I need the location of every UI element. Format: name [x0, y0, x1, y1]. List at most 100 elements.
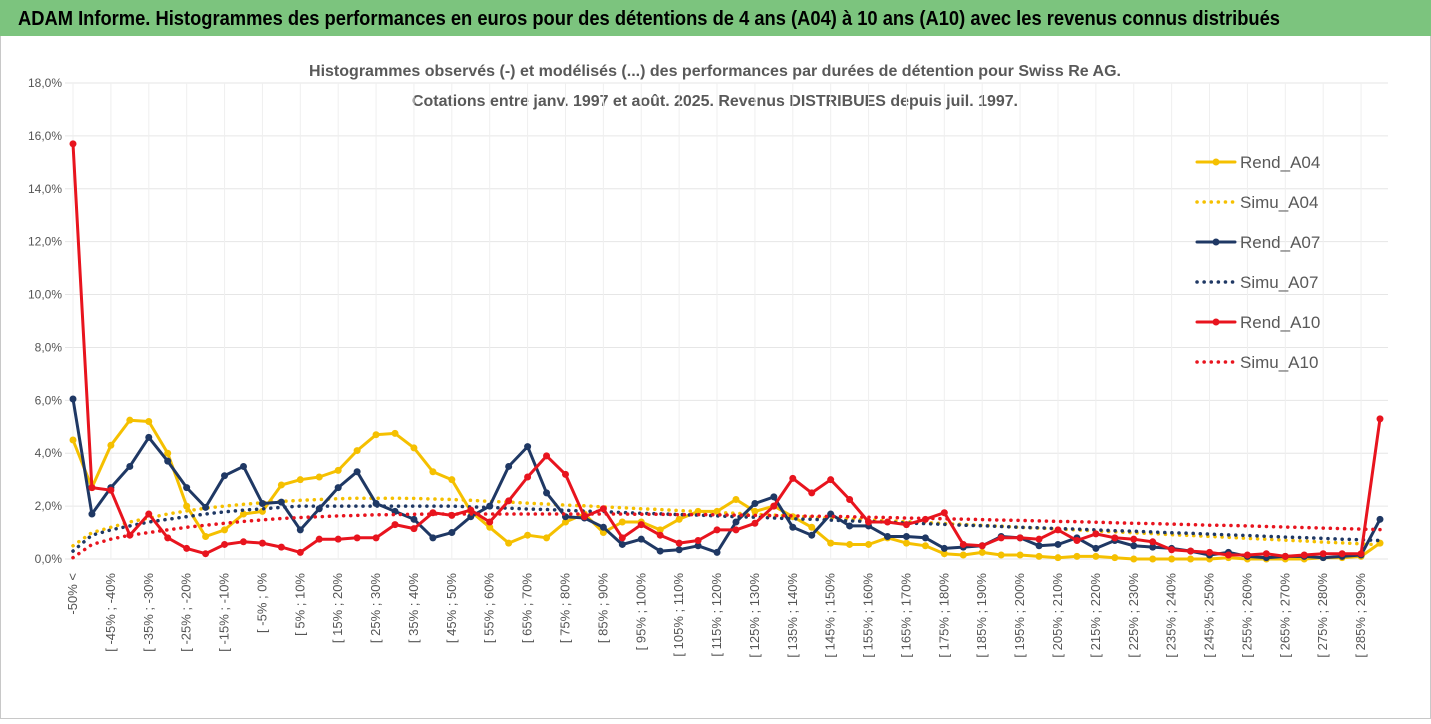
x-tick-label: [ 255% ; 260%: [1239, 573, 1254, 658]
data-point: [543, 489, 551, 497]
data-point: [277, 543, 285, 551]
x-tick-label: [ 205% ; 210%: [1050, 573, 1065, 658]
data-point: [524, 443, 532, 451]
data-point: [751, 519, 759, 527]
data-point: [164, 457, 172, 465]
data-point: [258, 499, 266, 507]
data-point: [1035, 535, 1043, 543]
x-tick-label: [ 175% ; 180%: [936, 573, 951, 658]
data-point: [865, 518, 873, 526]
data-point: [1281, 552, 1289, 560]
x-tick-label: [ 95% ; 100%: [633, 573, 648, 651]
data-point: [675, 539, 683, 547]
data-point: [1092, 544, 1100, 552]
data-point: [732, 526, 740, 534]
x-tick-label: [ 145% ; 150%: [823, 573, 838, 658]
data-point: [88, 484, 96, 492]
data-point: [221, 540, 229, 548]
x-tick-label: [ 185% ; 190%: [974, 573, 989, 658]
data-point: [505, 539, 513, 547]
data-point: [372, 431, 380, 439]
series-line: [71, 512, 1382, 560]
x-tick-label: [ 285% ; 290%: [1353, 573, 1368, 658]
data-point: [978, 548, 986, 556]
y-tick-label: 6,0%: [35, 393, 63, 407]
data-point: [1376, 515, 1384, 523]
data-point: [145, 510, 153, 518]
data-point: [334, 484, 342, 492]
data-point: [1187, 547, 1195, 555]
data-point: [410, 444, 418, 452]
x-tick-label: [ 35% ; 40%: [406, 573, 421, 644]
data-point: [183, 544, 191, 552]
data-point: [353, 447, 361, 455]
data-point: [618, 518, 626, 526]
x-tick-label: [ 45% ; 50%: [444, 573, 459, 644]
data-point: [391, 429, 399, 437]
data-point: [1149, 538, 1157, 546]
data-point: [69, 140, 77, 148]
data-point: [126, 462, 134, 470]
legend-label: Rend_A07: [1240, 233, 1320, 252]
x-tick-label: [ -25% ; -20%: [179, 573, 194, 652]
legend-marker: [1212, 238, 1220, 246]
data-point: [88, 510, 96, 518]
data-point: [1149, 543, 1157, 551]
x-tick-label: [ 265% ; 270%: [1277, 573, 1292, 658]
data-point: [656, 526, 664, 534]
x-tick-label: [ -15% ; -10%: [217, 573, 232, 652]
data-point: [656, 547, 664, 555]
series-line: [71, 142, 1382, 558]
x-tick-label: [ 105% ; 110%: [671, 573, 686, 657]
data-point: [239, 510, 247, 518]
data-point: [1357, 550, 1365, 558]
data-point: [183, 502, 191, 510]
data-point: [1262, 550, 1270, 558]
y-tick-label: 4,0%: [35, 446, 63, 460]
data-point: [1206, 548, 1214, 556]
data-point: [921, 542, 929, 550]
data-point: [221, 472, 229, 480]
legend-label: Simu_A07: [1240, 273, 1318, 292]
x-tick-label: [ 65% ; 70%: [520, 573, 535, 644]
data-point: [1092, 530, 1100, 538]
data-point: [732, 518, 740, 526]
data-point: [107, 441, 115, 449]
series-line: [71, 397, 1382, 560]
data-point: [1300, 551, 1308, 559]
legend-label: Simu_A10: [1240, 353, 1318, 372]
data-point: [164, 534, 172, 542]
data-point: [505, 497, 513, 505]
y-tick-label: 16,0%: [28, 129, 62, 143]
data-point: [164, 449, 172, 457]
data-point: [410, 515, 418, 523]
data-point: [1016, 534, 1024, 542]
data-point: [524, 473, 532, 481]
data-point: [656, 531, 664, 539]
data-point: [524, 531, 532, 539]
data-point: [694, 542, 702, 550]
data-point: [599, 505, 607, 513]
data-point: [1073, 552, 1081, 560]
data-point: [448, 476, 456, 484]
data-point: [997, 534, 1005, 542]
x-tick-label: -50% <: [65, 573, 80, 615]
y-tick-label: 2,0%: [35, 499, 63, 513]
data-point: [315, 473, 323, 481]
x-tick-label: [ -5% ; 0%: [254, 573, 269, 633]
header-bar: [0, 0, 1431, 36]
data-point: [789, 523, 797, 531]
data-point: [429, 468, 437, 476]
data-point: [808, 531, 816, 539]
legend-label: Simu_A04: [1240, 193, 1318, 212]
data-point: [296, 548, 304, 556]
data-point: [751, 499, 759, 507]
data-point: [296, 526, 304, 534]
data-point: [467, 506, 475, 514]
data-point: [543, 452, 551, 460]
data-point: [675, 546, 683, 554]
data-point: [202, 503, 210, 511]
data-point: [789, 474, 797, 482]
